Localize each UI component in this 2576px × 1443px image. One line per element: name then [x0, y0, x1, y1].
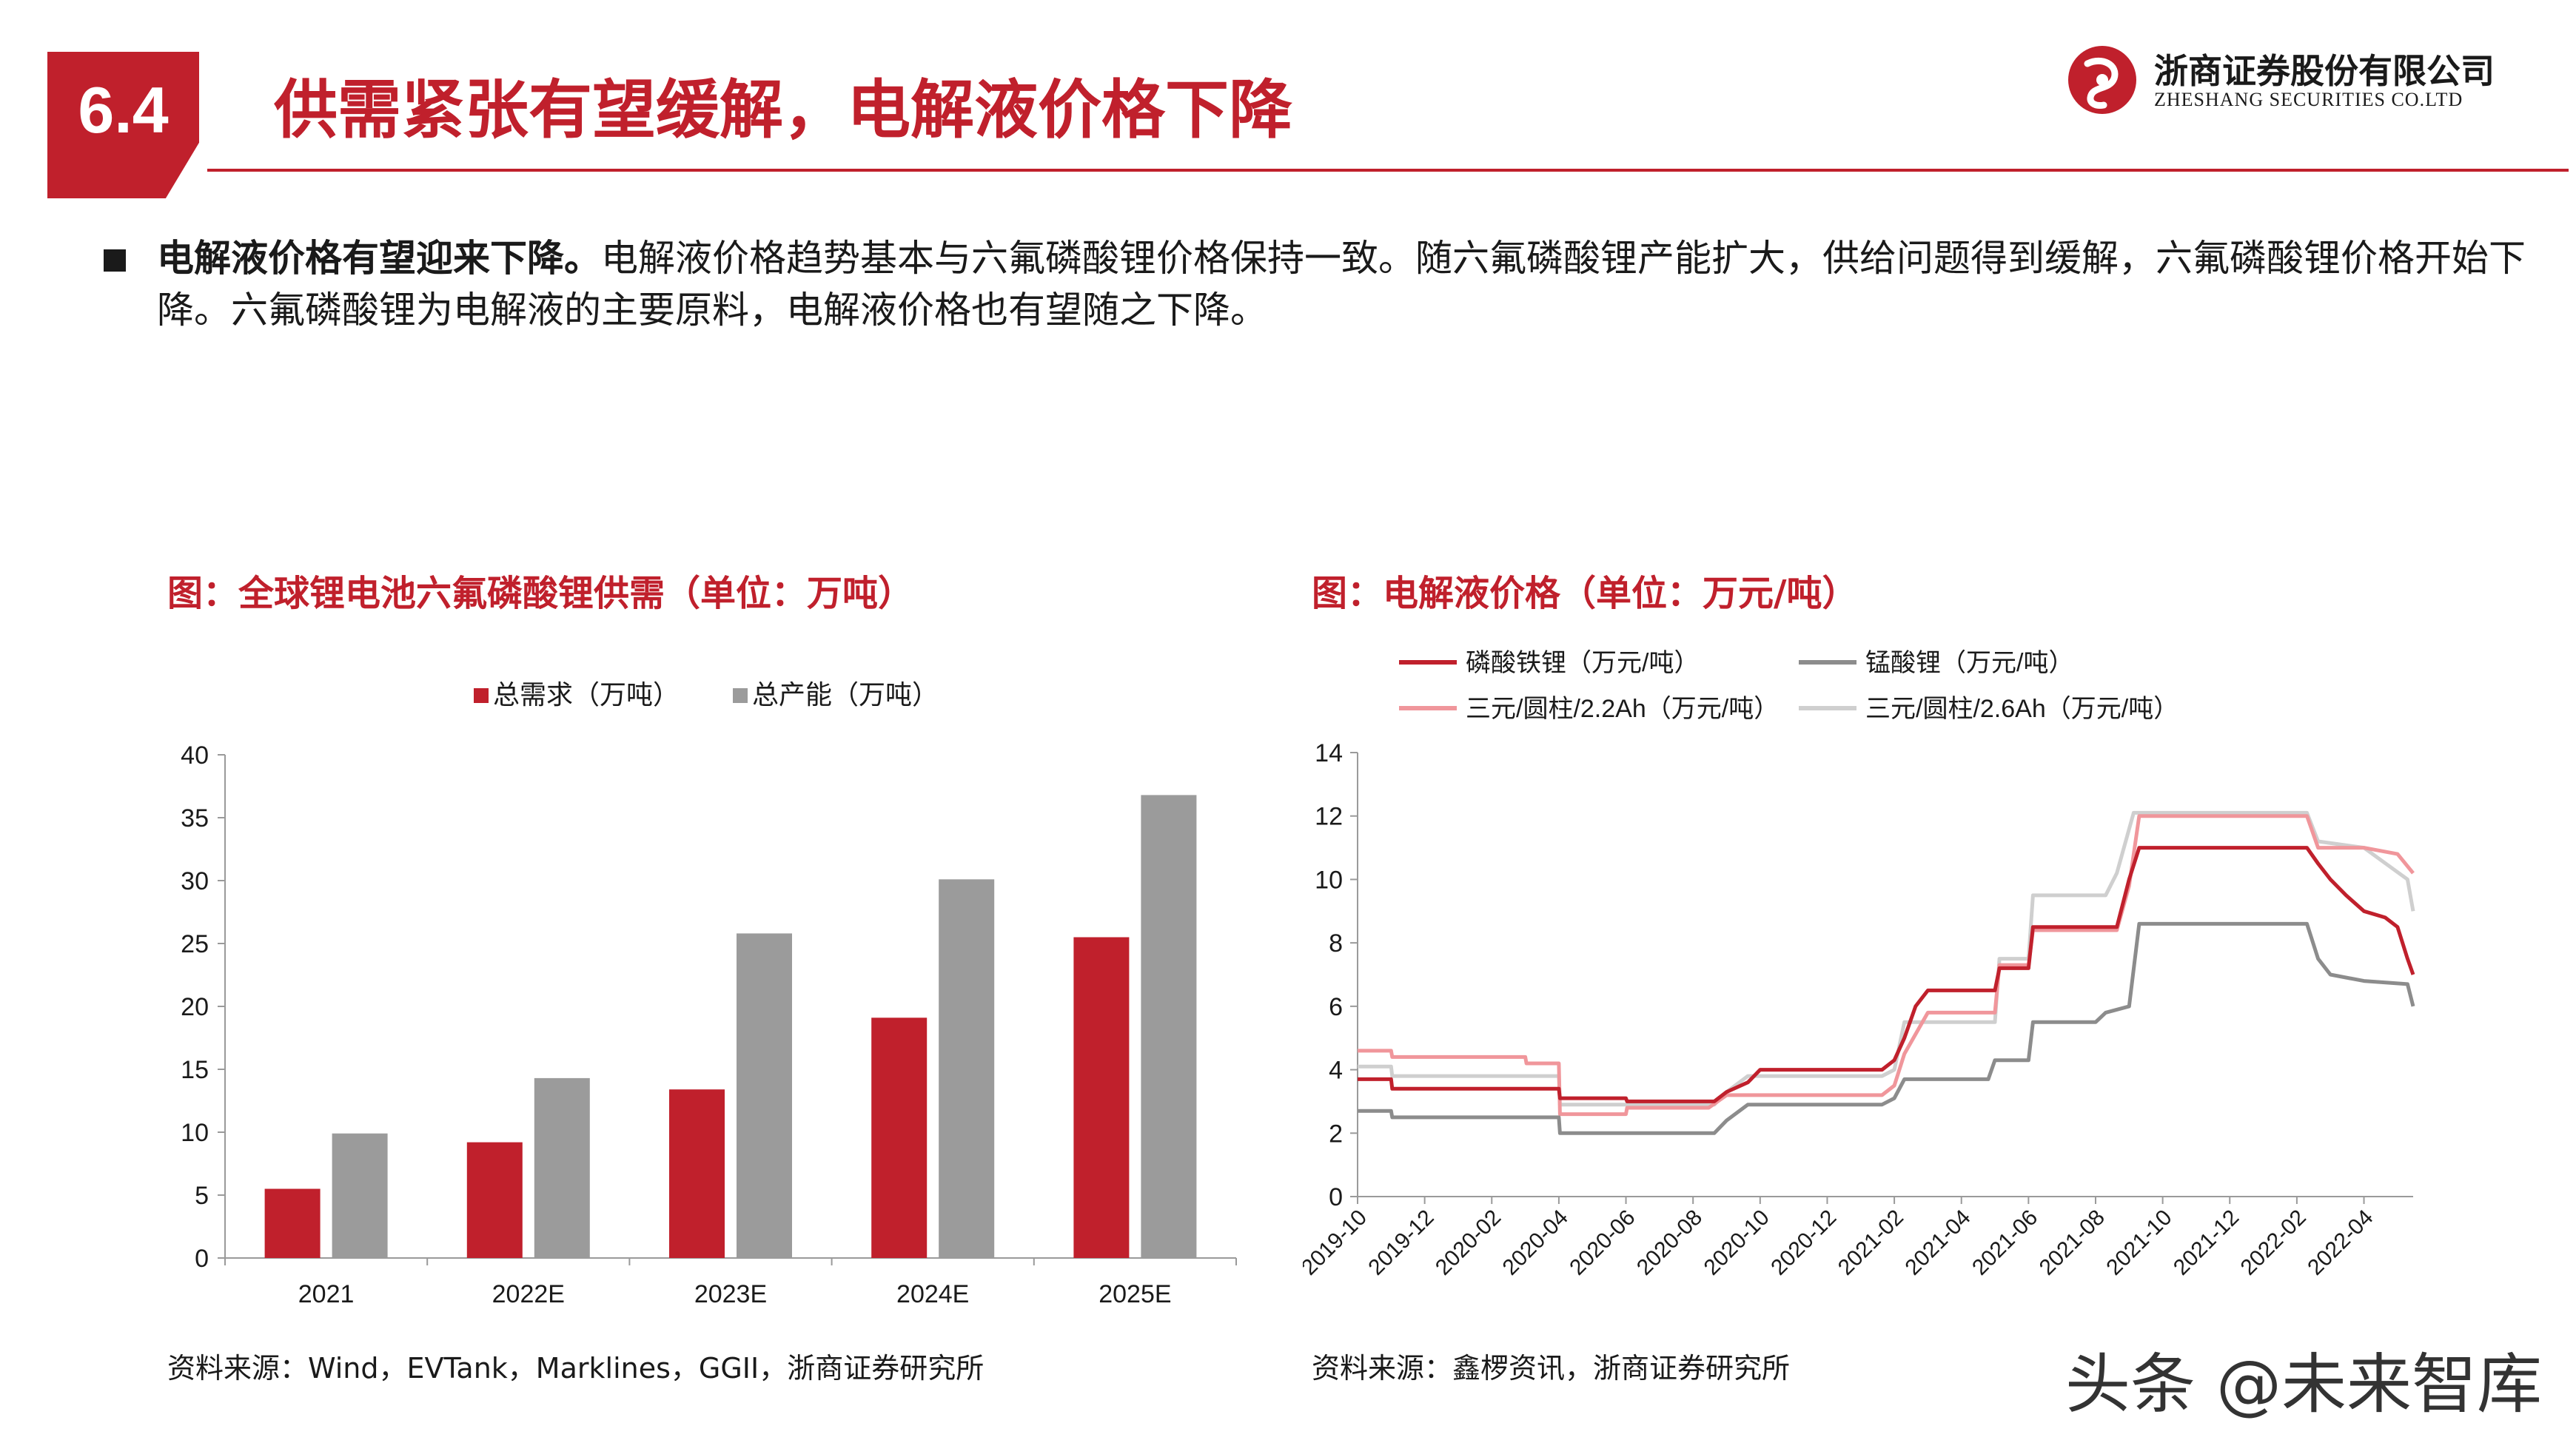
body-text: 电解液价格趋势基本与六氟磷酸锂价格保持一致。随六氟磷酸锂产能扩大，供给问题得到缓…: [157, 237, 2526, 332]
legend-label: 总产能（万吨）: [752, 679, 939, 710]
bar-capacity: [332, 1133, 388, 1258]
y-tick-label: 30: [181, 867, 209, 895]
x-tick-label: 2022-02: [2236, 1205, 2311, 1280]
logo-chinese-name: 浙商证券股份有限公司: [2154, 51, 2495, 91]
x-tick-label: 2024E: [896, 1280, 969, 1308]
body-paragraph: 电解液价格有望迎来下降。电解液价格趋势基本与六氟磷酸锂价格保持一致。随六氟磷酸锂…: [157, 232, 2548, 336]
x-tick-label: 2023E: [694, 1280, 767, 1308]
page-title: 供需紧张有望缓解，电解液价格下降: [274, 73, 1292, 147]
section-badge: 6.4: [47, 52, 199, 198]
bar-demand: [669, 1089, 725, 1258]
legend-swatch: [474, 688, 489, 703]
body-lead: 电解液价格有望迎来下降。: [157, 237, 601, 280]
x-tick-label: 2019-12: [1364, 1205, 1438, 1280]
series-line: [1358, 921, 2415, 1135]
series-line: [1358, 810, 2415, 1107]
legend-label: 磷酸铁锂（万元/吨）: [1466, 649, 1699, 677]
x-tick-label: 2022-04: [2303, 1205, 2378, 1280]
bar-capacity: [1141, 795, 1197, 1258]
x-tick-label: 2020-10: [1700, 1205, 1774, 1280]
x-tick-label: 2021-04: [1900, 1205, 1975, 1280]
x-tick-label: 2021-08: [2035, 1205, 2110, 1280]
legend-label: 总需求（万吨）: [493, 679, 680, 710]
y-tick-label: 4: [1329, 1057, 1343, 1085]
company-logo: 浙商证券股份有限公司 ZHESHANG SECURITIES CO.LTD: [2065, 37, 2524, 126]
section-number: 6.4: [78, 73, 169, 147]
x-tick-label: 2019-10: [1303, 1205, 1372, 1280]
x-tick-label: 2021: [298, 1280, 355, 1308]
electrolyte-price-line-chart: 024681012142019-102019-122020-022020-042…: [1303, 649, 2415, 1280]
right-chart-source: 资料来源：鑫椤资讯，浙商证券研究所: [1312, 1352, 1791, 1385]
y-tick-label: 2: [1329, 1120, 1343, 1148]
y-tick-label: 14: [1315, 739, 1343, 767]
y-tick-label: 12: [1315, 803, 1343, 831]
legend-label: 三元/圆柱/2.2Ah（万元/吨）: [1466, 695, 1779, 723]
bar-demand: [264, 1188, 321, 1258]
x-tick-label: 2020-06: [1565, 1205, 1640, 1280]
y-tick-label: 15: [181, 1056, 209, 1084]
y-tick-label: 10: [1315, 866, 1343, 894]
bar-capacity: [534, 1077, 590, 1258]
x-tick-label: 2021-10: [2102, 1205, 2176, 1280]
bar-capacity: [939, 879, 995, 1258]
x-tick-label: 2025E: [1099, 1280, 1171, 1308]
left-chart-source: 资料来源：Wind，EVTank，Marklines，GGII，浙商证券研究所: [167, 1352, 985, 1385]
zheshang-logo-icon: [2068, 46, 2136, 114]
y-tick-label: 35: [181, 804, 209, 832]
x-tick-label: 2020-08: [1632, 1205, 1707, 1280]
bar-capacity: [737, 933, 792, 1258]
legend-label: 三元/圆柱/2.6Ah（万元/吨）: [1865, 695, 2178, 723]
supply-demand-bar-chart: 0 5 10 15 20 25 30 35 40 2021 2022E 2023E 2024E 2025E…: [181, 679, 1237, 1308]
y-tick-label: 8: [1329, 929, 1343, 958]
x-tick-label: 2021-06: [1968, 1205, 2042, 1280]
watermark: 头条 @未来智库: [2065, 1346, 2542, 1422]
bullet-square-icon: [104, 249, 126, 272]
right-chart-title: 图：电解液价格（单位：万元/吨）: [1312, 573, 1858, 614]
x-tick-label: 2020-04: [1498, 1205, 1573, 1280]
x-tick-label: 2020-02: [1431, 1205, 1506, 1280]
x-tick-label: 2020-12: [1766, 1205, 1841, 1280]
y-tick-label: 25: [181, 930, 209, 958]
title-divider: [207, 169, 2569, 172]
bar-demand: [466, 1142, 523, 1258]
legend-swatch: [733, 688, 748, 703]
x-tick-label: 2022E: [492, 1280, 565, 1308]
x-tick-label: 2021-02: [1834, 1205, 1908, 1280]
y-tick-label: 0: [1329, 1183, 1343, 1211]
series-line: [1358, 846, 2415, 1103]
y-tick-label: 0: [195, 1245, 209, 1273]
x-tick-label: 2021-12: [2169, 1205, 2244, 1280]
bar-demand: [1073, 937, 1130, 1258]
y-tick-label: 40: [181, 741, 209, 770]
legend-label: 锰酸锂（万元/吨）: [1865, 649, 2073, 677]
y-tick-label: 20: [181, 993, 209, 1021]
bar-demand: [871, 1018, 928, 1258]
y-tick-label: 10: [181, 1119, 209, 1147]
logo-english-name: ZHESHANG SECURITIES CO.LTD: [2154, 89, 2463, 110]
y-tick-label: 5: [195, 1182, 209, 1210]
left-chart-title: 图：全球锂电池六氟磷酸锂供需（单位：万吨）: [167, 573, 914, 614]
y-tick-label: 6: [1329, 993, 1343, 1021]
series-line: [1358, 814, 2415, 1117]
